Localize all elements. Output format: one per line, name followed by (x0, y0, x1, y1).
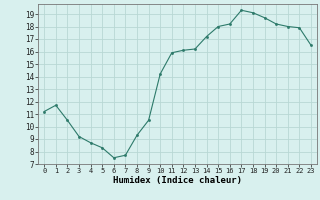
X-axis label: Humidex (Indice chaleur): Humidex (Indice chaleur) (113, 176, 242, 185)
